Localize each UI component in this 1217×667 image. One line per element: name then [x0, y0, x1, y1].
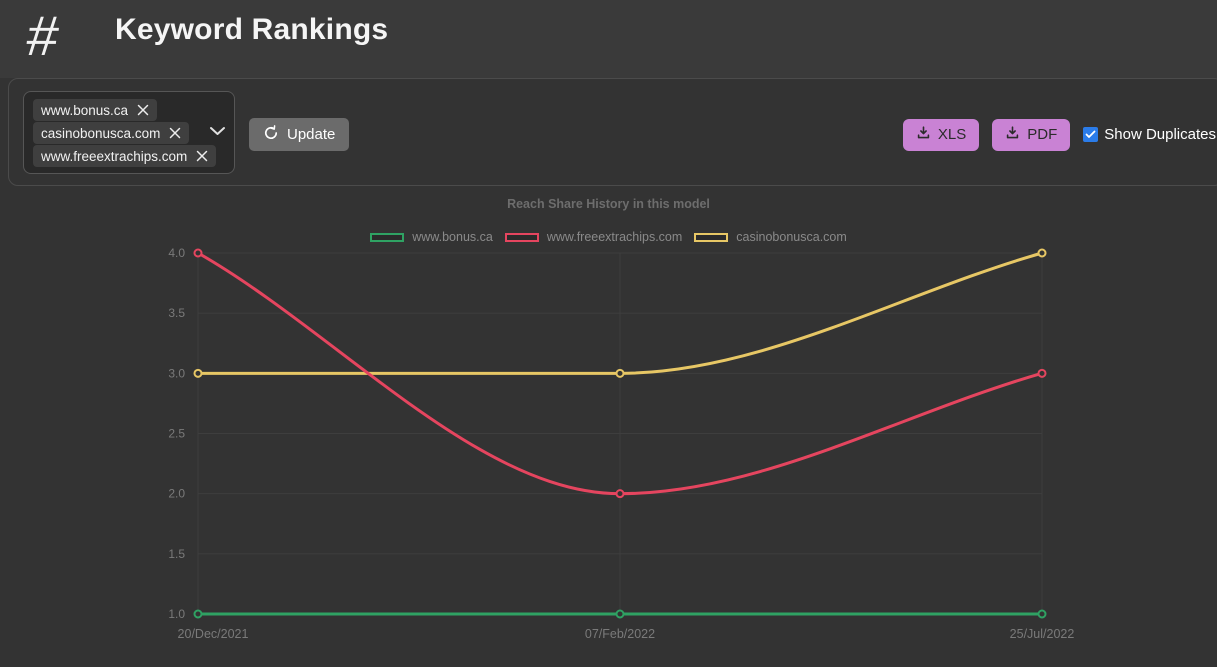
svg-text:4.0: 4.0: [168, 246, 185, 260]
remove-tag-x-icon[interactable]: [169, 127, 181, 139]
show-duplicates-label: Show Duplicates: [1104, 126, 1216, 143]
update-button[interactable]: Update: [249, 118, 350, 151]
download-icon: [1005, 125, 1020, 144]
app-logo: #: [23, 3, 61, 67]
svg-text:2.0: 2.0: [168, 487, 185, 501]
data-point: [615, 489, 625, 499]
svg-text:1.0: 1.0: [168, 607, 185, 621]
legend-item[interactable]: www.bonus.ca: [370, 230, 493, 244]
chart-title: Reach Share History in this model: [507, 197, 710, 211]
domain-tag-label: casinobonusca.com: [41, 125, 161, 141]
refresh-icon: [263, 124, 279, 145]
legend-item[interactable]: casinobonusca.com: [694, 230, 847, 244]
svg-text:3.0: 3.0: [168, 366, 185, 380]
data-point: [1037, 368, 1047, 378]
legend-item[interactable]: www.freeextrachips.com: [504, 230, 683, 244]
data-point: [615, 609, 625, 619]
svg-text:07/Feb/2022: 07/Feb/2022: [585, 627, 655, 641]
show-duplicates-toggle[interactable]: Show Duplicates: [1083, 126, 1216, 143]
xls-button-label: XLS: [937, 126, 967, 143]
page-title: Keyword Rankings: [115, 13, 389, 46]
data-point: [193, 368, 203, 378]
data-point: [1037, 609, 1047, 619]
svg-text:20/Dec/2021: 20/Dec/2021: [178, 627, 249, 641]
legend-label: casinobonusca.com: [736, 230, 847, 244]
domain-tag-label: www.bonus.ca: [41, 102, 129, 118]
remove-tag-x-icon[interactable]: [137, 104, 149, 116]
domain-tag[interactable]: www.bonus.ca: [33, 99, 158, 121]
show-duplicates-checkbox[interactable]: [1083, 127, 1099, 142]
legend-swatch: [504, 232, 539, 242]
filter-panel: www.bonus.ca casinobonusca.com www.freeext…: [8, 78, 1217, 186]
legend-label: www.freeextrachips.com: [546, 230, 683, 244]
app-header: # Keyword Rankings: [0, 0, 1217, 78]
download-icon: [916, 125, 931, 144]
svg-text:2.5: 2.5: [168, 427, 185, 441]
domain-tag[interactable]: www.freeextrachips.com: [33, 145, 217, 167]
update-button-label: Update: [287, 126, 336, 143]
data-point: [1037, 248, 1047, 258]
chevron-down-icon[interactable]: [209, 124, 226, 142]
svg-text:1.5: 1.5: [168, 547, 185, 561]
export-actions: XLS PDF Show Duplicates: [902, 118, 1216, 151]
xls-download-button[interactable]: XLS: [902, 118, 980, 151]
svg-text:25/Jul/2022: 25/Jul/2022: [1010, 627, 1075, 641]
legend-swatch: [694, 232, 729, 242]
data-point: [615, 368, 625, 378]
remove-tag-x-icon[interactable]: [196, 150, 208, 162]
selected-domain-tags: www.bonus.ca casinobonusca.com www.freeext…: [33, 99, 217, 167]
chart-plot: 1.0 1.5 2.0 2.5 3.0 3.5 4.0 20/Dec/2021 07/Feb/2…: [168, 246, 1075, 641]
data-point: [193, 609, 203, 619]
legend-swatch: [370, 232, 405, 242]
chart-legend: www.bonus.ca www.freeextrachips.com casino…: [0, 229, 1217, 245]
reach-share-chart: Reach Share History in this model www.bo…: [0, 186, 1217, 667]
pdf-button-label: PDF: [1027, 126, 1058, 143]
domain-tag[interactable]: casinobonusca.com: [33, 122, 190, 144]
pdf-download-button[interactable]: PDF: [992, 118, 1071, 151]
svg-text:3.5: 3.5: [168, 306, 185, 320]
domain-multiselect[interactable]: www.bonus.ca casinobonusca.com www.freeext…: [23, 91, 235, 174]
data-point: [193, 248, 203, 258]
legend-label: www.bonus.ca: [412, 230, 493, 244]
domain-tag-label: www.freeextrachips.com: [41, 148, 188, 164]
